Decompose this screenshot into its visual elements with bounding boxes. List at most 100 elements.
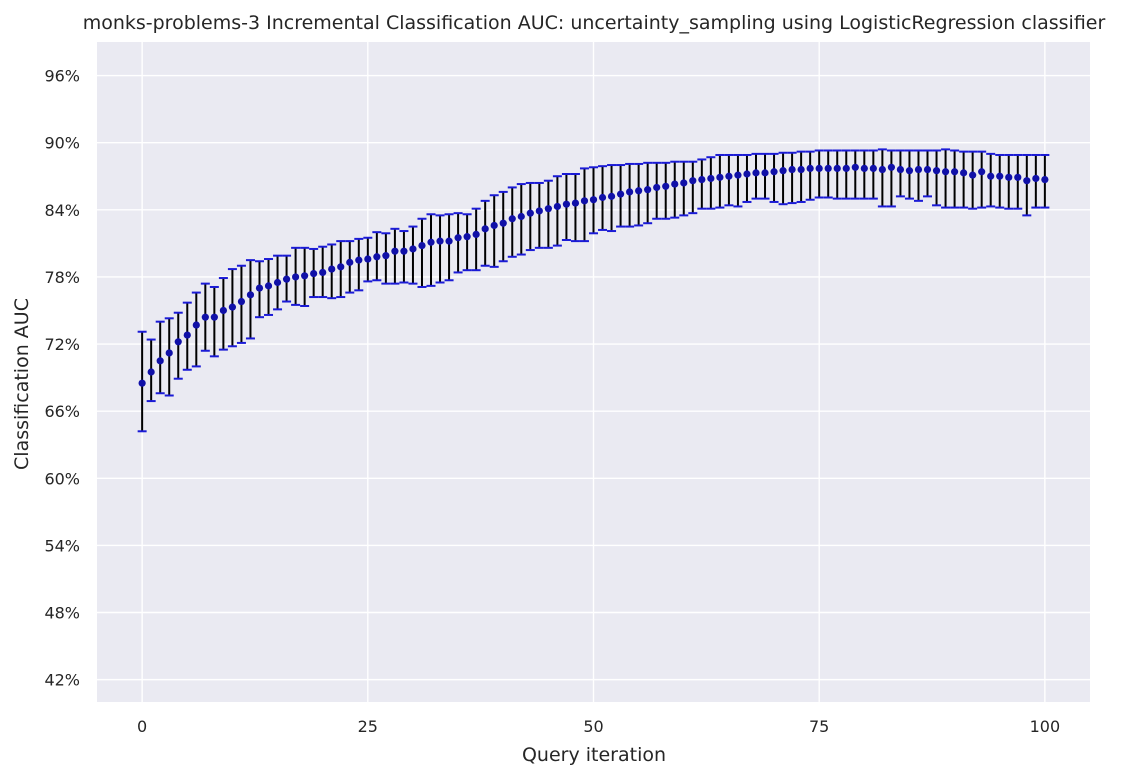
y-tick-label: 96% bbox=[44, 67, 80, 86]
x-tick-labels: 0 25 50 75 100 bbox=[137, 717, 1060, 736]
data-point bbox=[950, 168, 959, 176]
data-point bbox=[580, 197, 589, 205]
data-point bbox=[770, 168, 778, 176]
data-point bbox=[734, 171, 742, 179]
x-axis-label: Query iteration bbox=[522, 744, 666, 766]
data-point bbox=[391, 247, 399, 255]
y-axis-label: Classification AUC bbox=[11, 298, 33, 470]
data-point bbox=[752, 169, 760, 177]
data-point bbox=[418, 241, 426, 250]
data-point bbox=[219, 306, 227, 315]
data-point bbox=[806, 164, 814, 173]
data-point bbox=[887, 163, 896, 171]
x-tick-label: 25 bbox=[358, 717, 378, 736]
data-point bbox=[815, 164, 823, 173]
data-point bbox=[914, 165, 923, 174]
y-tick-label: 78% bbox=[44, 268, 80, 287]
x-tick-label: 75 bbox=[809, 717, 829, 736]
data-point bbox=[878, 165, 886, 174]
data-point bbox=[662, 182, 670, 190]
data-point bbox=[472, 230, 480, 239]
y-tick-label: 84% bbox=[44, 201, 80, 220]
data-point bbox=[680, 179, 688, 187]
data-point bbox=[445, 237, 453, 245]
data-point bbox=[779, 167, 787, 175]
data-point bbox=[797, 165, 805, 174]
data-point bbox=[562, 200, 571, 208]
data-point bbox=[436, 237, 444, 245]
data-point bbox=[635, 187, 643, 195]
data-point bbox=[761, 169, 769, 177]
data-point bbox=[373, 253, 381, 261]
data-point bbox=[1023, 177, 1031, 185]
x-tick-label: 50 bbox=[583, 717, 603, 736]
data-point bbox=[969, 171, 977, 179]
data-point bbox=[851, 163, 859, 171]
data-point bbox=[616, 190, 625, 198]
data-point bbox=[183, 331, 191, 339]
data-point bbox=[941, 168, 950, 176]
data-point bbox=[355, 256, 363, 264]
data-point bbox=[987, 172, 995, 180]
data-point bbox=[553, 202, 561, 211]
data-point bbox=[526, 209, 534, 217]
data-point bbox=[716, 173, 724, 181]
data-point bbox=[644, 186, 652, 194]
data-point bbox=[310, 269, 318, 278]
data-point bbox=[725, 172, 733, 180]
x-tick-label: 0 bbox=[137, 717, 147, 736]
data-point bbox=[174, 338, 182, 346]
data-point bbox=[1014, 173, 1022, 181]
y-tick-label: 48% bbox=[44, 604, 80, 623]
data-point bbox=[328, 265, 336, 273]
data-point bbox=[138, 379, 146, 387]
data-point bbox=[869, 164, 877, 173]
data-point bbox=[960, 169, 968, 177]
data-point bbox=[499, 219, 507, 227]
data-point bbox=[743, 170, 751, 178]
y-tick-label: 90% bbox=[44, 134, 80, 153]
y-tick-label: 66% bbox=[44, 402, 80, 421]
data-point bbox=[824, 164, 832, 173]
data-point bbox=[707, 174, 715, 183]
data-point bbox=[860, 164, 868, 173]
y-tick-label: 54% bbox=[44, 536, 80, 555]
data-point bbox=[1041, 175, 1049, 184]
data-point bbox=[842, 164, 850, 173]
data-point bbox=[400, 247, 408, 255]
data-point bbox=[201, 313, 209, 321]
data-point bbox=[319, 268, 327, 277]
data-point bbox=[607, 192, 616, 200]
data-point bbox=[571, 199, 580, 207]
data-point bbox=[905, 167, 914, 175]
data-point bbox=[282, 275, 291, 283]
data-point bbox=[454, 234, 462, 242]
x-tick-label: 100 bbox=[1030, 717, 1061, 736]
data-point bbox=[788, 165, 796, 174]
data-point bbox=[364, 255, 372, 263]
data-point bbox=[156, 357, 164, 365]
data-point bbox=[996, 172, 1004, 180]
data-point bbox=[165, 349, 173, 357]
data-point bbox=[228, 303, 237, 311]
data-point bbox=[292, 273, 300, 281]
data-point bbox=[490, 221, 498, 230]
data-point bbox=[626, 188, 634, 196]
data-point bbox=[589, 196, 598, 204]
data-point bbox=[346, 258, 354, 266]
data-point bbox=[896, 165, 905, 174]
data-point bbox=[689, 177, 697, 185]
data-point bbox=[535, 207, 543, 215]
y-tick-label: 72% bbox=[44, 335, 80, 354]
data-point bbox=[246, 291, 255, 299]
data-point bbox=[1032, 174, 1040, 183]
data-point bbox=[508, 215, 516, 223]
y-tick-label: 42% bbox=[44, 671, 80, 690]
data-point bbox=[932, 167, 941, 175]
data-point bbox=[463, 233, 471, 241]
data-point bbox=[210, 313, 218, 321]
y-tick-label: 60% bbox=[44, 469, 80, 488]
data-point bbox=[264, 282, 273, 290]
y-tick-labels: 42% 48% 54% 60% 66% 72% 78% 84% 90% 96% bbox=[44, 67, 80, 690]
